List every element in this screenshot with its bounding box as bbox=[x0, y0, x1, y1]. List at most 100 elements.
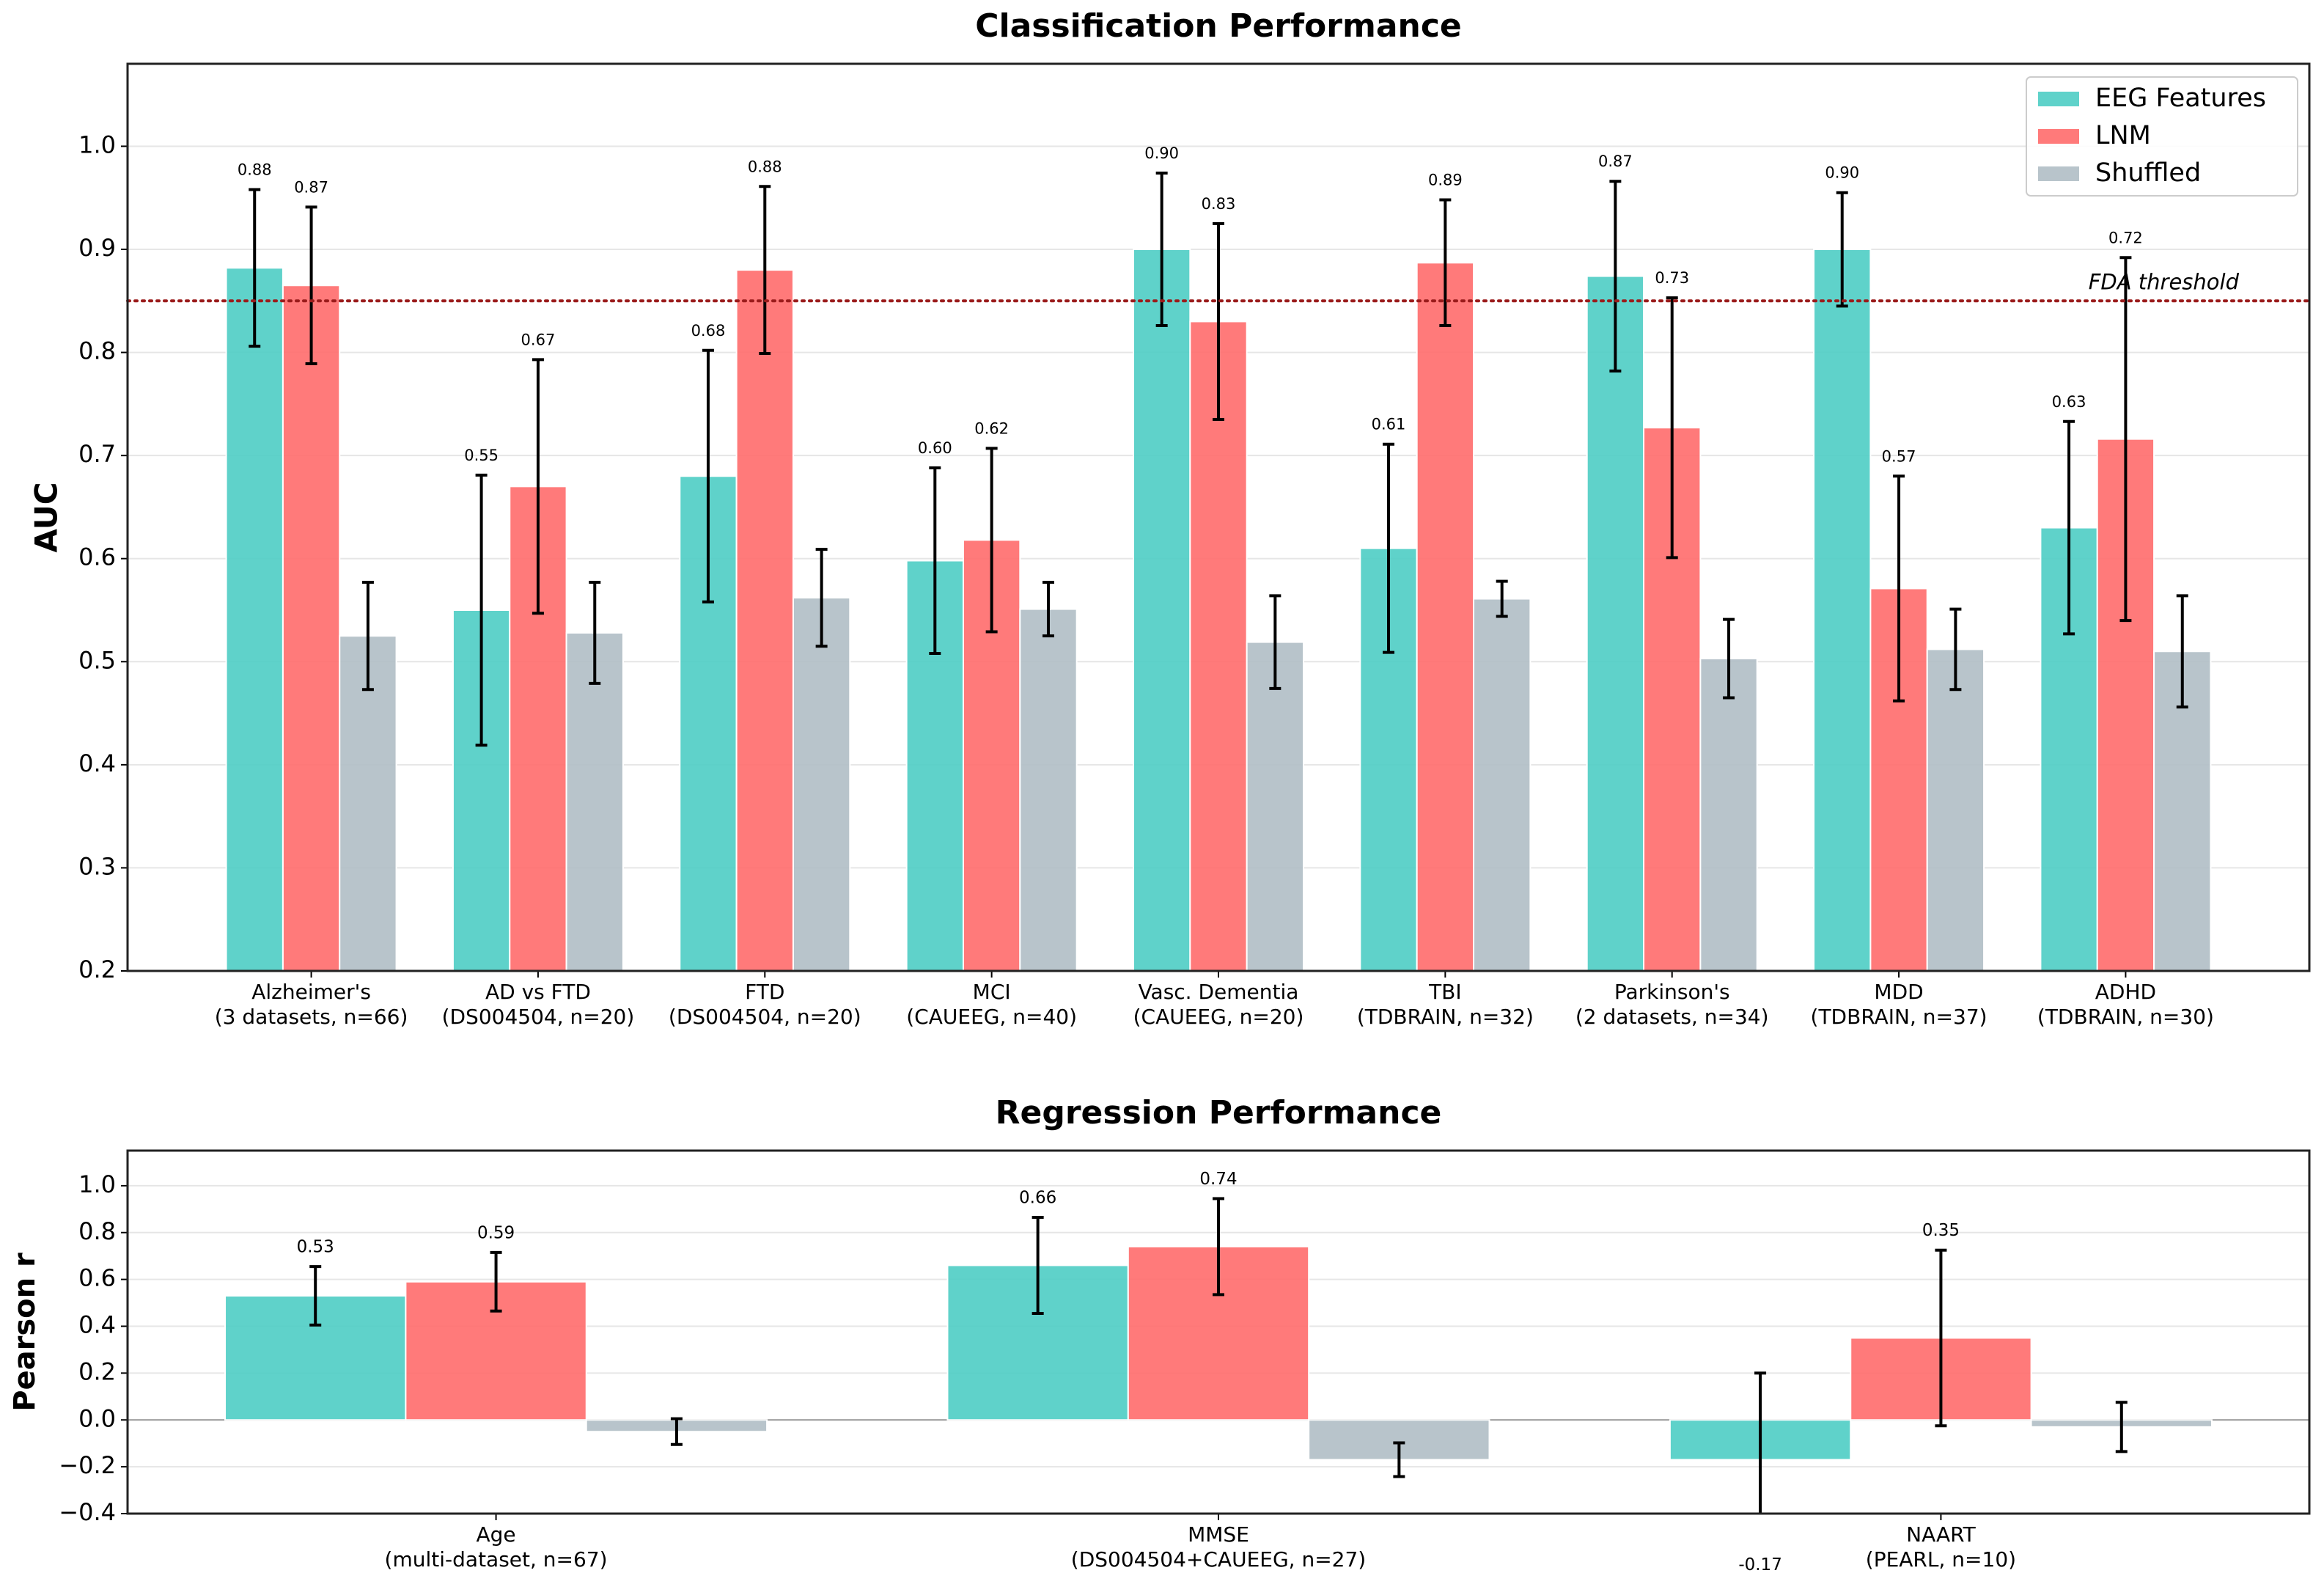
value-label: 0.88 bbox=[238, 161, 272, 178]
value-label: 0.67 bbox=[521, 331, 556, 348]
chart-title: Regression Performance bbox=[996, 1094, 1442, 1132]
error-bar bbox=[2115, 1401, 2128, 1453]
legend-label: EEG Features bbox=[2095, 84, 2266, 113]
error-bar bbox=[985, 447, 998, 634]
error-bar bbox=[532, 358, 544, 615]
error-bar bbox=[2119, 256, 2132, 623]
bar bbox=[1813, 249, 1872, 971]
y-tick-label: 1.0 bbox=[78, 131, 116, 158]
x-tick-label: Parkinson's bbox=[1614, 980, 1730, 1004]
legend-swatch bbox=[2038, 92, 2079, 106]
value-label: 0.62 bbox=[974, 419, 1009, 437]
bar bbox=[1926, 648, 1985, 971]
x-tick-label: MDD bbox=[1874, 980, 1923, 1004]
legend-label: LNM bbox=[2095, 121, 2151, 150]
y-tick-label: 0.0 bbox=[78, 1404, 116, 1432]
value-label: 0.61 bbox=[1372, 416, 1406, 433]
y-axis-label: Pearson r bbox=[8, 1253, 42, 1412]
y-tick-label: 0.2 bbox=[78, 1357, 116, 1385]
value-label: 0.53 bbox=[297, 1238, 334, 1257]
y-tick-label: 0.7 bbox=[78, 440, 116, 468]
bar bbox=[282, 285, 341, 971]
x-tick-label: AD vs FTD bbox=[485, 980, 591, 1004]
y-tick-label: 0.4 bbox=[78, 749, 116, 777]
y-tick-label: 0.5 bbox=[78, 646, 116, 674]
x-tick-label: Vasc. Dementia bbox=[1139, 980, 1299, 1004]
y-tick-label: 0.8 bbox=[78, 337, 116, 365]
error-bar bbox=[1042, 581, 1054, 638]
legend-label: Shuffled bbox=[2095, 158, 2201, 188]
value-label: 0.55 bbox=[464, 447, 499, 464]
error-bar bbox=[670, 1417, 683, 1446]
error-bar bbox=[249, 188, 261, 348]
y-tick-label: 0.3 bbox=[78, 852, 116, 880]
error-bar bbox=[2176, 594, 2188, 709]
value-label: 0.88 bbox=[748, 158, 782, 175]
value-label: -0.17 bbox=[1738, 1555, 1782, 1574]
x-tick-label: (TDBRAIN, n=37) bbox=[1811, 1005, 1987, 1029]
bar bbox=[1019, 608, 1078, 971]
threshold-label: FDA threshold bbox=[2089, 269, 2240, 294]
error-bar bbox=[1213, 221, 1224, 421]
value-label: 0.66 bbox=[1019, 1189, 1056, 1208]
error-bar bbox=[702, 348, 714, 604]
x-tick-label: (TDBRAIN, n=32) bbox=[1357, 1005, 1534, 1029]
error-bar bbox=[1496, 579, 1508, 618]
value-label: 0.87 bbox=[1598, 153, 1633, 170]
x-tick-label: (TDBRAIN, n=30) bbox=[2037, 1005, 2214, 1029]
value-label: 0.90 bbox=[1825, 164, 1859, 182]
error-bar bbox=[309, 1265, 322, 1327]
x-tick-label: MCI bbox=[973, 980, 1011, 1004]
error-bar bbox=[815, 548, 828, 648]
x-tick-label: (CAUEEG, n=20) bbox=[1133, 1005, 1304, 1029]
plot-area bbox=[224, 1197, 2213, 1514]
bar bbox=[735, 269, 794, 971]
error-bar bbox=[361, 581, 374, 692]
y-tick-label: 0.6 bbox=[78, 543, 116, 571]
error-bar bbox=[1836, 191, 1848, 308]
error-bar bbox=[1949, 607, 1962, 692]
error-bar bbox=[490, 1250, 502, 1313]
x-tick-label: (3 datasets, n=66) bbox=[215, 1005, 408, 1029]
error-bar bbox=[929, 466, 941, 656]
y-tick-label: 0.6 bbox=[78, 1264, 116, 1292]
x-tick-label: (DS004504, n=20) bbox=[669, 1005, 861, 1029]
x-tick-label: (DS004504+CAUEEG, n=27) bbox=[1071, 1547, 1366, 1572]
value-label: 0.89 bbox=[1428, 172, 1463, 189]
error-bar bbox=[1393, 1441, 1405, 1478]
error-bar bbox=[1213, 1197, 1224, 1297]
y-tick-label: 0.9 bbox=[78, 234, 116, 262]
value-label: 0.87 bbox=[294, 178, 328, 196]
x-tick-label: (2 datasets, n=34) bbox=[1575, 1005, 1769, 1029]
axes-frame bbox=[126, 1149, 2311, 1515]
error-bar bbox=[475, 473, 488, 747]
value-label: 0.59 bbox=[477, 1223, 515, 1242]
value-label: 0.63 bbox=[2052, 393, 2086, 411]
legend: EEG Features LNM Shuffled bbox=[2026, 76, 2298, 197]
value-label: 0.60 bbox=[918, 439, 952, 457]
legend-swatch bbox=[2038, 129, 2079, 144]
bar bbox=[1416, 262, 1475, 971]
x-tick-label: FTD bbox=[745, 980, 784, 1004]
error-bar bbox=[1439, 198, 1452, 328]
x-tick-label: Alzheimer's bbox=[251, 980, 371, 1004]
value-label: 0.90 bbox=[1144, 144, 1179, 162]
error-bar bbox=[1269, 594, 1281, 690]
x-tick-label: (PEARL, n=10) bbox=[1866, 1547, 2016, 1572]
error-bar bbox=[1723, 617, 1735, 700]
error-bar bbox=[1666, 296, 1678, 560]
value-label: 0.68 bbox=[691, 322, 726, 340]
error-bar bbox=[2063, 419, 2075, 636]
error-bar bbox=[1383, 442, 1395, 654]
value-label: 0.57 bbox=[1882, 447, 1916, 465]
error-bar bbox=[1935, 1248, 1947, 1428]
bar bbox=[565, 631, 624, 971]
value-label: 0.35 bbox=[1922, 1221, 1960, 1240]
bar bbox=[1586, 275, 1645, 971]
y-tick-label: 0.8 bbox=[78, 1217, 116, 1245]
plot-area bbox=[225, 172, 2212, 971]
x-tick-label: TBI bbox=[1428, 980, 1462, 1004]
y-tick-label: 0.4 bbox=[78, 1311, 116, 1339]
error-bar bbox=[1032, 1216, 1044, 1315]
